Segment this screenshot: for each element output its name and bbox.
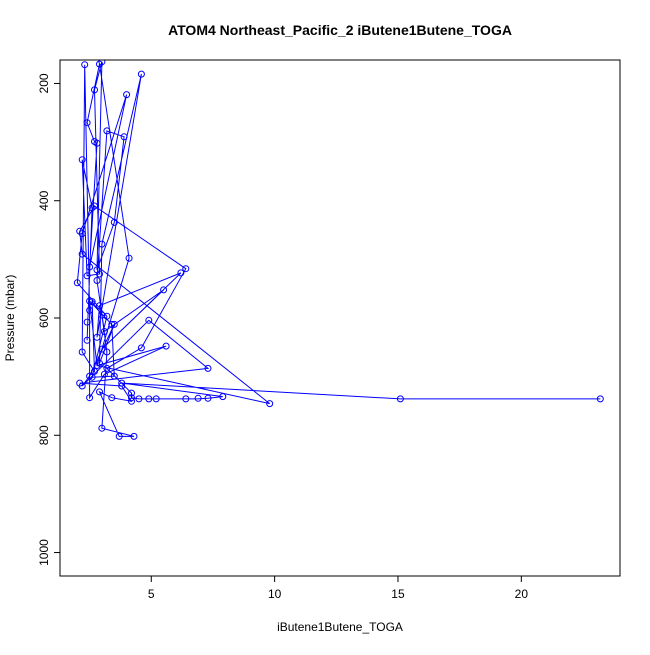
y-tick-label: 400 [37, 190, 51, 210]
data-point [86, 306, 94, 314]
data-point [108, 320, 116, 328]
series-points [73, 60, 604, 440]
data-point [86, 394, 94, 402]
plot-frame [59, 59, 621, 577]
x-axis-ticks: 5 10 15 20 [148, 575, 529, 601]
data-point [123, 91, 131, 99]
data-point [83, 318, 91, 326]
data-point [103, 312, 111, 320]
data-point [93, 277, 101, 284]
data-point [137, 344, 145, 352]
series-line [76, 61, 601, 437]
x-tick-label: 20 [515, 587, 529, 601]
x-tick-label: 15 [391, 587, 405, 601]
data-point [137, 70, 145, 78]
y-tick-label: 800 [37, 425, 51, 445]
data-point [108, 394, 116, 402]
x-tick-label: 10 [268, 587, 282, 601]
data-point [110, 372, 118, 380]
data-point [100, 328, 108, 335]
data-point [98, 60, 106, 66]
data-point [96, 359, 103, 367]
data-point [78, 348, 86, 356]
data-point [118, 379, 126, 387]
data-point [103, 348, 111, 356]
data-point [86, 263, 94, 271]
data-point [86, 372, 94, 380]
data-point [98, 240, 106, 248]
data-point [396, 395, 404, 403]
data-point [160, 286, 168, 294]
data-point [162, 342, 170, 350]
data-point [96, 302, 103, 310]
data-point [78, 250, 86, 258]
data-point [204, 394, 212, 402]
x-axis-label: iButene1Butene_TOGA [277, 620, 403, 634]
data-point [182, 265, 190, 273]
data-point [596, 395, 604, 403]
y-tick-label: 200 [37, 73, 51, 93]
data-point [177, 269, 185, 277]
data-point [91, 86, 98, 94]
data-point [152, 395, 160, 403]
data-point [96, 388, 103, 396]
data-point [73, 279, 81, 287]
data-point [110, 320, 118, 328]
data-point [91, 202, 98, 210]
series-lines [76, 61, 601, 437]
data-point [266, 400, 274, 408]
data-point [118, 382, 126, 390]
data-point [130, 432, 138, 440]
data-point [98, 311, 106, 319]
data-point [128, 397, 135, 405]
y-tick-label: 600 [37, 308, 51, 328]
data-point [86, 297, 94, 305]
data-point [76, 227, 84, 235]
data-point [91, 138, 98, 145]
data-point [110, 218, 118, 226]
data-point [98, 424, 106, 432]
data-point [83, 272, 91, 280]
data-point [120, 133, 128, 141]
data-point [219, 393, 227, 401]
data-point [194, 394, 202, 402]
data-point [93, 333, 101, 341]
data-point [128, 394, 135, 402]
data-point [182, 395, 190, 403]
data-point [103, 364, 111, 372]
chart-title: ATOM4 Northeast_Pacific_2 iButene1Butene… [168, 22, 512, 38]
data-point [76, 379, 84, 387]
y-tick-label: 1000 [37, 539, 51, 566]
data-point [91, 367, 98, 375]
y-axis-label: Pressure (mbar) [3, 275, 17, 362]
data-point [115, 432, 123, 440]
data-point [204, 364, 212, 372]
data-point [98, 345, 106, 353]
data-point [83, 119, 91, 127]
data-point [125, 254, 133, 262]
data-point [145, 316, 153, 324]
data-point [81, 61, 89, 69]
data-point [103, 127, 111, 135]
data-point [145, 395, 153, 403]
data-point [128, 389, 135, 397]
data-point [135, 395, 143, 403]
y-axis-ticks: 200 400 600 800 1000 [37, 73, 60, 566]
data-point [78, 156, 86, 164]
data-point [83, 336, 91, 344]
data-point [100, 370, 108, 378]
data-point [93, 266, 101, 274]
data-point [96, 60, 103, 68]
x-tick-label: 5 [148, 587, 155, 601]
